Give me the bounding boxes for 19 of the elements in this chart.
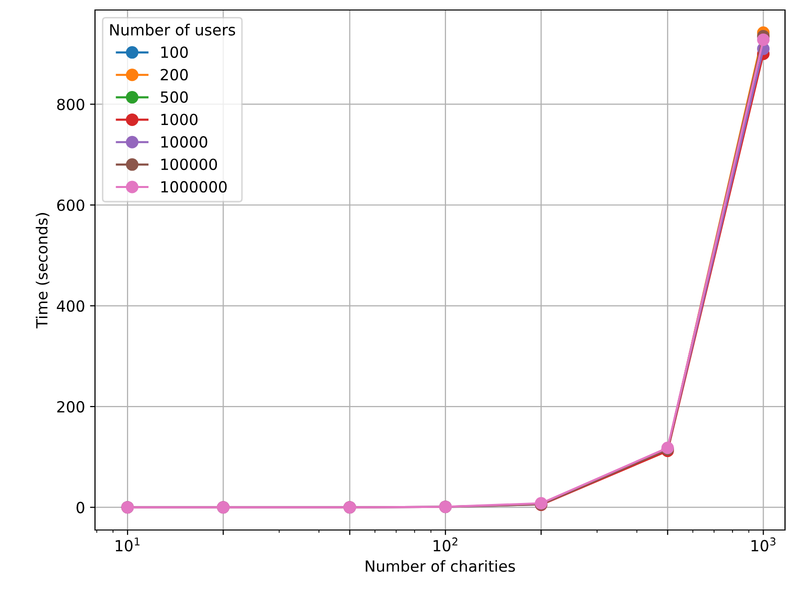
legend-label: 1000000 xyxy=(161,180,227,193)
legend-label: 500 xyxy=(160,91,188,103)
legend-label: 100 xyxy=(161,46,188,58)
x-tick-label: 10$^{1}$ xyxy=(116,538,140,552)
x-tick-label: 10$^{2}$ xyxy=(434,537,458,552)
legend-label: 10000 xyxy=(161,136,208,148)
point xyxy=(757,33,770,46)
legend-label: 1000 xyxy=(161,114,198,126)
y-tick-label: 400 xyxy=(56,300,84,312)
y-tick-label: 0 xyxy=(76,502,84,514)
legend-label: 100000 xyxy=(161,158,217,170)
legend-title: Number of users xyxy=(110,24,236,36)
legend-label: 200 xyxy=(160,68,188,80)
y-axis-title: Time (seconds) xyxy=(36,213,50,328)
x-axis-title: Number of charities xyxy=(366,560,515,572)
x-tick-label: 10$^{3}$ xyxy=(752,537,776,552)
y-tick-label: 600 xyxy=(57,199,84,212)
y-tick-label: 800 xyxy=(57,98,84,110)
y-tick-label: 200 xyxy=(57,401,84,413)
